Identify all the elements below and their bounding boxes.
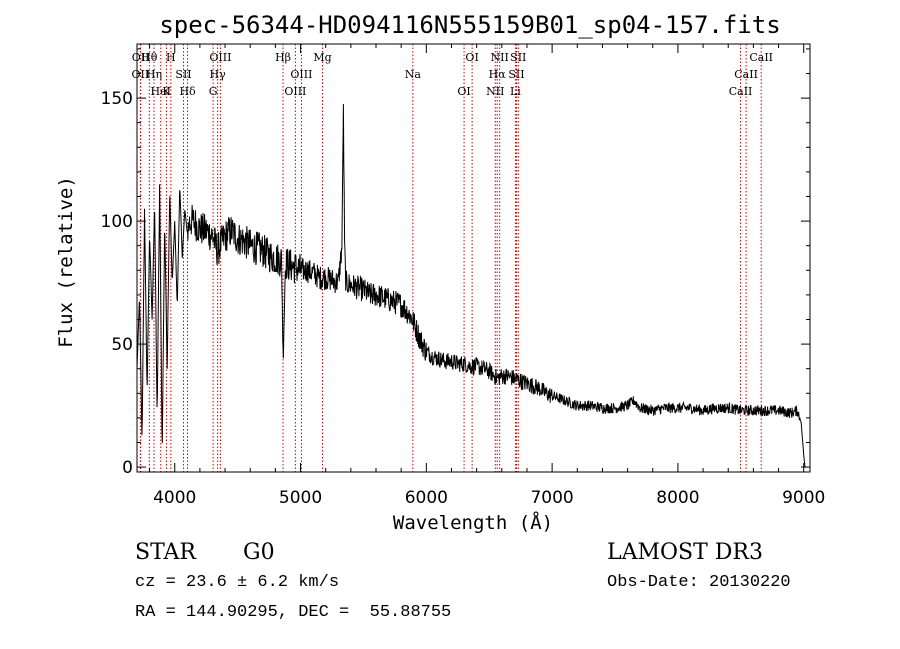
emission-line-markers: HθOIIHeIOIIHηKHSIIHδOIIIHγGHβOIIIOIIIMgN…: [132, 44, 773, 472]
line-marker-label: G: [209, 85, 218, 98]
line-marker-label: CaII: [749, 51, 773, 64]
line-marker-label: Mg: [313, 51, 331, 64]
line-marker-label: Hη: [146, 68, 162, 81]
line-marker-label: Hα: [489, 68, 507, 81]
y-tick-label: 0: [122, 458, 133, 478]
line-marker-label: Li: [510, 85, 521, 98]
line-marker-label: NII: [491, 51, 509, 64]
line-marker-label: CaII: [734, 68, 758, 81]
redshift-readout: cz = 23.6 ± 6.2 km/s: [135, 573, 340, 592]
x-axis-label: Wavelength (Å): [393, 511, 553, 534]
line-marker-label: OII: [132, 68, 150, 81]
line-marker-label: Hδ: [179, 85, 196, 98]
line-marker-label: H: [166, 51, 176, 64]
y-tick-label: 100: [101, 212, 133, 232]
x-tick-label: 5000: [279, 488, 322, 508]
coordinates-readout: RA = 144.90295, DEC = 55.88755: [135, 603, 452, 622]
line-marker-label: OI: [465, 51, 478, 64]
line-marker-label: SII: [175, 68, 191, 81]
y-tick-label: 150: [101, 89, 133, 109]
line-marker-label: Na: [405, 68, 422, 81]
y-tick-label: 50: [111, 335, 133, 355]
y-axis-label: Flux (relative): [55, 176, 77, 348]
observation-date: Obs-Date: 20130220: [607, 573, 791, 592]
line-marker-label: HeI: [151, 85, 171, 98]
x-tick-label: 8000: [656, 488, 699, 508]
line-marker-label: Hγ: [210, 68, 227, 81]
line-marker-label: Hβ: [275, 51, 291, 64]
object-subclass: G0: [243, 540, 275, 565]
spectrum-line: [136, 103, 806, 468]
chart-title: spec-56344-HD094116N555159B01_sp04-157.f…: [159, 11, 780, 39]
axes-layer: 4000 5000 6000 7000 8000 9000 0 50 100 150: [101, 44, 825, 508]
line-marker-label: OII: [132, 51, 150, 64]
series-layer: [136, 103, 806, 468]
line-marker-label: CaII: [729, 85, 753, 98]
x-tick-label: 9000: [782, 488, 825, 508]
line-marker-label: SII: [510, 51, 526, 64]
line-marker-label: OIII: [290, 68, 312, 81]
plot-frame: [136, 43, 811, 473]
line-marker-label: NII: [486, 85, 504, 98]
x-tick-label: 7000: [530, 488, 573, 508]
line-marker-label: OIII: [209, 51, 231, 64]
survey-name: LAMOST DR3: [607, 540, 763, 565]
x-tick-label: 6000: [405, 488, 448, 508]
line-marker-label: SII: [508, 68, 524, 81]
x-tick-label: 4000: [153, 488, 196, 508]
line-marker-label: K: [162, 85, 171, 98]
line-marker-label: Hθ: [141, 51, 158, 64]
line-marker-label: OI: [457, 85, 470, 98]
object-class: STAR: [135, 540, 196, 565]
line-marker-label: OIII: [284, 85, 306, 98]
